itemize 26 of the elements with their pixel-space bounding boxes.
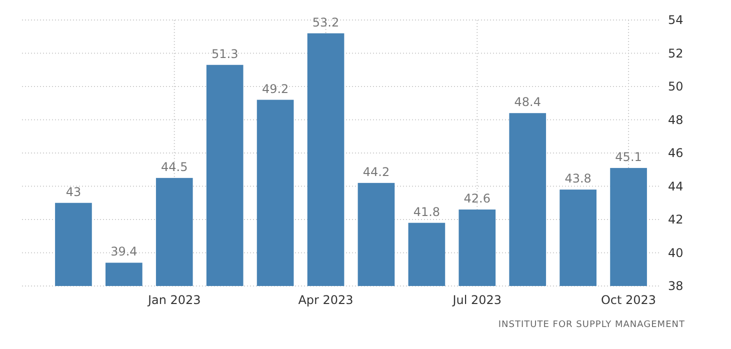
y-tick-label: 46: [668, 146, 684, 160]
data-label: 43.8: [564, 172, 592, 186]
data-label: 39.4: [110, 244, 138, 259]
y-tick-label: 52: [668, 46, 684, 60]
y-tick-label: 44: [668, 179, 684, 194]
y-tick-label: 48: [668, 112, 684, 127]
data-label: 53.2: [312, 15, 340, 30]
x-tick-label: Jul 2023: [452, 293, 502, 307]
data-label: 45.1: [615, 150, 642, 164]
x-tick-label: Oct 2023: [600, 293, 656, 307]
y-tick-label: 38: [668, 279, 684, 294]
y-tick-label: 54: [668, 13, 684, 28]
data-label: 44.2: [362, 164, 390, 179]
data-label: 51.3: [211, 46, 238, 61]
data-label: 42.6: [464, 192, 491, 206]
data-label: 41.8: [413, 204, 440, 219]
y-tick-label: 40: [668, 246, 684, 260]
data-label: 48.4: [514, 95, 541, 110]
data-label: 49.2: [262, 82, 289, 96]
data-label: 44.5: [161, 160, 188, 174]
y-tick-label: 42: [668, 212, 684, 227]
y-tick-label: 50: [668, 80, 684, 94]
x-tick-label: Jan 2023: [146, 293, 201, 307]
data-label: 43: [66, 184, 82, 199]
text: INSTITUTE FOR SUPPLY MANAGEMENT: [498, 320, 685, 330]
x-tick-label: Apr 2023: [298, 293, 354, 307]
